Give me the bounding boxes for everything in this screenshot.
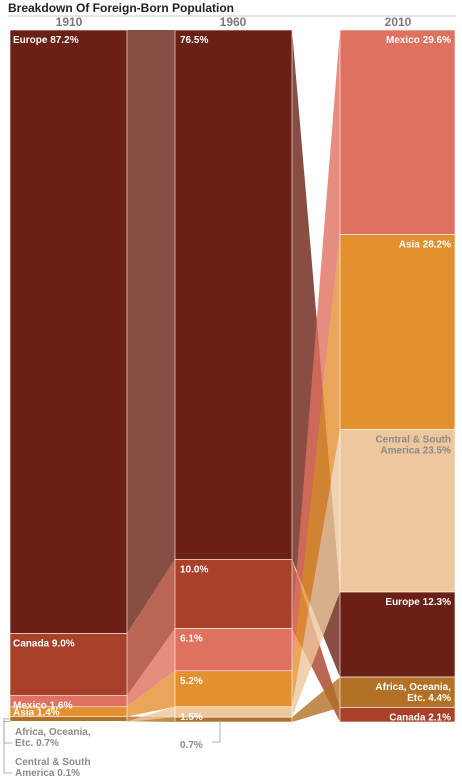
label-2010-central-south-america-2: America 23.5% [380, 446, 451, 457]
flow-mexico-1910-1960 [127, 628, 175, 707]
bar-2010-central-south-america [339, 429, 456, 593]
bar-1910-canada [9, 633, 128, 697]
label-2010-europe: Europe 12.3% [385, 597, 451, 608]
label-1960-mexico: 6.1% [180, 634, 203, 645]
label-1910-mexico: Mexico 1.6% [13, 701, 73, 712]
label-1960-europe: 76.5% [180, 35, 208, 46]
bar-2010-europe [339, 591, 456, 678]
bar-1910-central-south-america [9, 721, 128, 723]
chart-title: Breakdown Of Foreign-Born Population [8, 1, 234, 15]
label-1910-europe: Europe 87.2% [13, 35, 79, 46]
stacked-bars [9, 29, 456, 723]
bar-1910-europe [9, 29, 128, 634]
year-label-1910: 1910 [56, 15, 83, 29]
flow-canada-1910-1960 [127, 559, 175, 696]
label-1910-central-south-america-leader [3, 721, 12, 774]
label-2010-africa-oceania-etc: Africa, Oceania, [375, 682, 451, 693]
bar-2010-africa-oceania-etc [339, 676, 456, 708]
label-1910-central-south-america: Central & South [15, 757, 91, 768]
segment-labels: Europe 87.2% Canada 9.0% Mexico 1.6%Asia 1… [3, 35, 451, 779]
bar-2010-canada [339, 707, 456, 723]
label-2010-central-south-america: Central & South [375, 435, 451, 446]
bar-2010-mexico [339, 29, 456, 235]
bar-2010-asia [339, 234, 456, 430]
label-1960-asia: 5.2% [180, 676, 203, 687]
flow-central-south-america-1910-1960 [127, 706, 175, 722]
bar-1960-mexico [174, 628, 293, 672]
label-2010-mexico: Mexico 29.6% [386, 35, 451, 46]
flow-bands [127, 30, 340, 722]
label-2010-africa-oceania-etc-2: Etc. 4.4% [407, 693, 451, 704]
label-1960-canada: 10.0% [180, 564, 208, 575]
flow-mexico-1960-2010 [292, 30, 340, 671]
bar-1960-europe [174, 29, 293, 560]
label-1910-africa-oceania-etc: Africa, Oceania, [15, 727, 91, 738]
year-label-2010: 2010 [385, 15, 412, 29]
label-2010-asia: Asia 28.2% [399, 240, 451, 251]
label-1960-africa-oceania-etc: 0.7% [180, 740, 203, 751]
flow-asia-1960-2010 [292, 234, 340, 707]
label-1960-central-south-america: 1.5% [180, 712, 203, 723]
label-1910-central-south-america-2: America 0.1% [15, 768, 80, 779]
label-2010-canada: Canada 2.1% [389, 712, 451, 723]
flow-asia-1910-1960 [127, 670, 175, 717]
bar-1960-canada [174, 559, 293, 629]
label-1910-africa-oceania-etc-2: Etc. 0.7% [15, 738, 59, 749]
flow-central-south-america-1960-2010 [292, 429, 340, 718]
year-label-1960: 1960 [220, 15, 247, 29]
label-1960-africa-oceania-etc-leader [212, 719, 221, 743]
bar-1960-africa-oceania-etc [174, 716, 293, 723]
label-1910-canada: Canada 9.0% [13, 638, 75, 649]
flow-europe-1910-1960 [127, 30, 175, 634]
label-1910-asia: Asia 1.4% [13, 707, 60, 718]
flow-africa-oceania-etc-1960-2010 [292, 677, 340, 722]
label-1910-africa-oceania-etc-leader [3, 718, 12, 744]
